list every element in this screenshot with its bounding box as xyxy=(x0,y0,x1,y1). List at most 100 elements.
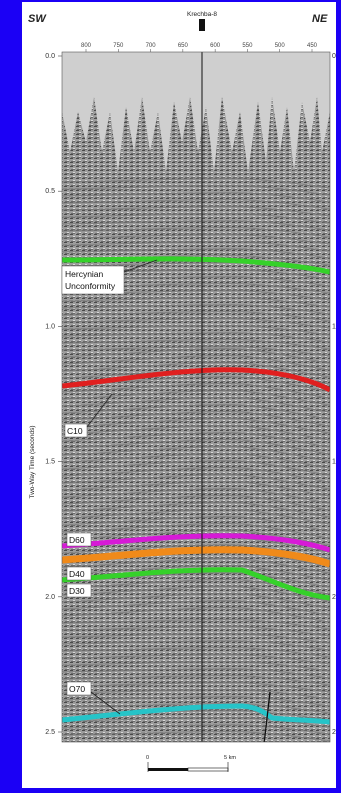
horizon-lines xyxy=(62,256,330,725)
c10-leader xyxy=(86,393,113,428)
reflector-band xyxy=(62,439,330,455)
reflector-band xyxy=(62,404,330,420)
reflector-band xyxy=(62,325,330,336)
trace-tick-label: 500 xyxy=(275,43,286,49)
seismic-section xyxy=(61,51,331,743)
reflector-band xyxy=(62,633,330,644)
scale-bar-start-label: 0 xyxy=(146,755,149,761)
c10-label: C10 xyxy=(67,426,83,436)
reflector-band xyxy=(62,593,330,609)
reflector-band xyxy=(62,418,330,434)
reflector-band xyxy=(62,304,330,315)
reflector-band xyxy=(62,192,330,203)
reflector-band xyxy=(62,474,330,490)
reflector-band xyxy=(62,495,330,511)
reflector-band xyxy=(62,346,330,357)
reflector-band xyxy=(62,668,330,679)
reflector-band xyxy=(62,220,330,231)
hercynian-label-line1: Hercynian xyxy=(65,269,104,279)
d30-horizon xyxy=(62,567,330,601)
reflector-band xyxy=(62,348,330,364)
hercynian-horizon xyxy=(62,256,330,275)
reflector-band xyxy=(62,481,330,497)
sw-label: SW xyxy=(28,13,47,25)
horizon-labels: Hercynian Unconformity C10 D60 D40 D30 O… xyxy=(61,259,158,715)
right-tick-label: 1 xyxy=(332,459,336,466)
y-tick-label: 1.5 xyxy=(45,459,55,466)
reflector-band xyxy=(62,523,330,539)
d60-label: D60 xyxy=(69,535,85,545)
seismic-figure: SW NE Krechba-8 800 750 700 650 600 550 500 450… xyxy=(22,2,336,788)
right-tick-label: 1 xyxy=(332,323,336,330)
reflector-band xyxy=(62,339,330,350)
d30-label: D30 xyxy=(69,586,85,596)
hercynian-leader xyxy=(123,259,158,273)
upper-mute-zone xyxy=(62,52,330,172)
reflector-band xyxy=(62,213,330,224)
ne-label: NE xyxy=(312,13,328,25)
reflector-band xyxy=(62,579,330,595)
well-icon xyxy=(199,19,205,31)
reflector-band xyxy=(62,234,330,245)
y-axis-label: Two-Way Time (seconds) xyxy=(29,425,36,498)
reflector-band xyxy=(62,227,330,238)
reflector-band xyxy=(62,332,330,343)
right-tick-label: 2 xyxy=(332,729,336,736)
y-tick-label: 2.0 xyxy=(45,594,55,601)
c10-label-box xyxy=(64,423,88,438)
reflector-band xyxy=(62,661,330,672)
reflector-band xyxy=(62,689,330,700)
hercynian-label-line2: Unconformity xyxy=(65,281,116,291)
reflector-band xyxy=(62,467,330,483)
o70-label: O70 xyxy=(69,684,85,694)
d40-horizon xyxy=(62,546,330,568)
reflector-band xyxy=(62,640,330,651)
reflector-band xyxy=(62,453,330,469)
reflector-band xyxy=(62,626,330,637)
d60-label-box xyxy=(66,532,92,547)
right-tick-label: 0 xyxy=(332,53,336,60)
reflector-band xyxy=(62,682,330,693)
reflector-band xyxy=(62,600,330,616)
reflector-band xyxy=(62,185,330,196)
trace-ticks: 800 750 700 650 600 550 500 450 xyxy=(81,43,318,52)
reflector-band xyxy=(62,619,330,630)
y-tick-label: 0.5 xyxy=(45,188,55,195)
c10-horizon xyxy=(62,367,330,393)
reflector-band xyxy=(62,411,330,427)
section-frame xyxy=(61,51,331,743)
reflector-band xyxy=(62,362,330,378)
d40-label: D40 xyxy=(69,569,85,579)
reflector-band xyxy=(62,488,330,504)
reflector-band xyxy=(62,446,330,462)
reflector-band xyxy=(62,647,330,658)
reflector-band xyxy=(62,383,330,399)
seismic-section-svg: SW NE Krechba-8 800 750 700 650 600 550 500 450… xyxy=(28,11,336,772)
reflector-band xyxy=(62,178,330,189)
d40-label-box xyxy=(66,566,92,581)
reflector-band xyxy=(62,724,330,735)
y-tick-label: 1.0 xyxy=(45,323,55,330)
reflector-band xyxy=(62,432,330,448)
trace-tick-label: 600 xyxy=(210,43,221,49)
well-name: Krechba-8 xyxy=(187,11,217,18)
reflector-band xyxy=(62,717,330,728)
reflector-band xyxy=(62,502,330,518)
reflector-band xyxy=(62,558,330,574)
scale-bar: 0 5 km xyxy=(146,755,236,772)
reflector-band xyxy=(62,248,330,259)
reflector-band xyxy=(62,654,330,665)
y-tick-label: 0.0 xyxy=(45,53,55,60)
reflector-band xyxy=(62,311,330,322)
y-tick-label: 2.5 xyxy=(45,729,55,736)
trace-tick-label: 650 xyxy=(178,43,189,49)
d30-label-box xyxy=(66,583,92,598)
reflector-band xyxy=(62,586,330,602)
fault-line xyxy=(263,691,271,742)
reflector-band xyxy=(62,516,330,532)
scale-bar-black xyxy=(148,768,188,771)
reflector-band xyxy=(62,607,330,623)
o70-label-box xyxy=(66,681,92,696)
trace-tick-label: 550 xyxy=(242,43,253,49)
scale-bar-end-label: 5 km xyxy=(224,755,236,761)
